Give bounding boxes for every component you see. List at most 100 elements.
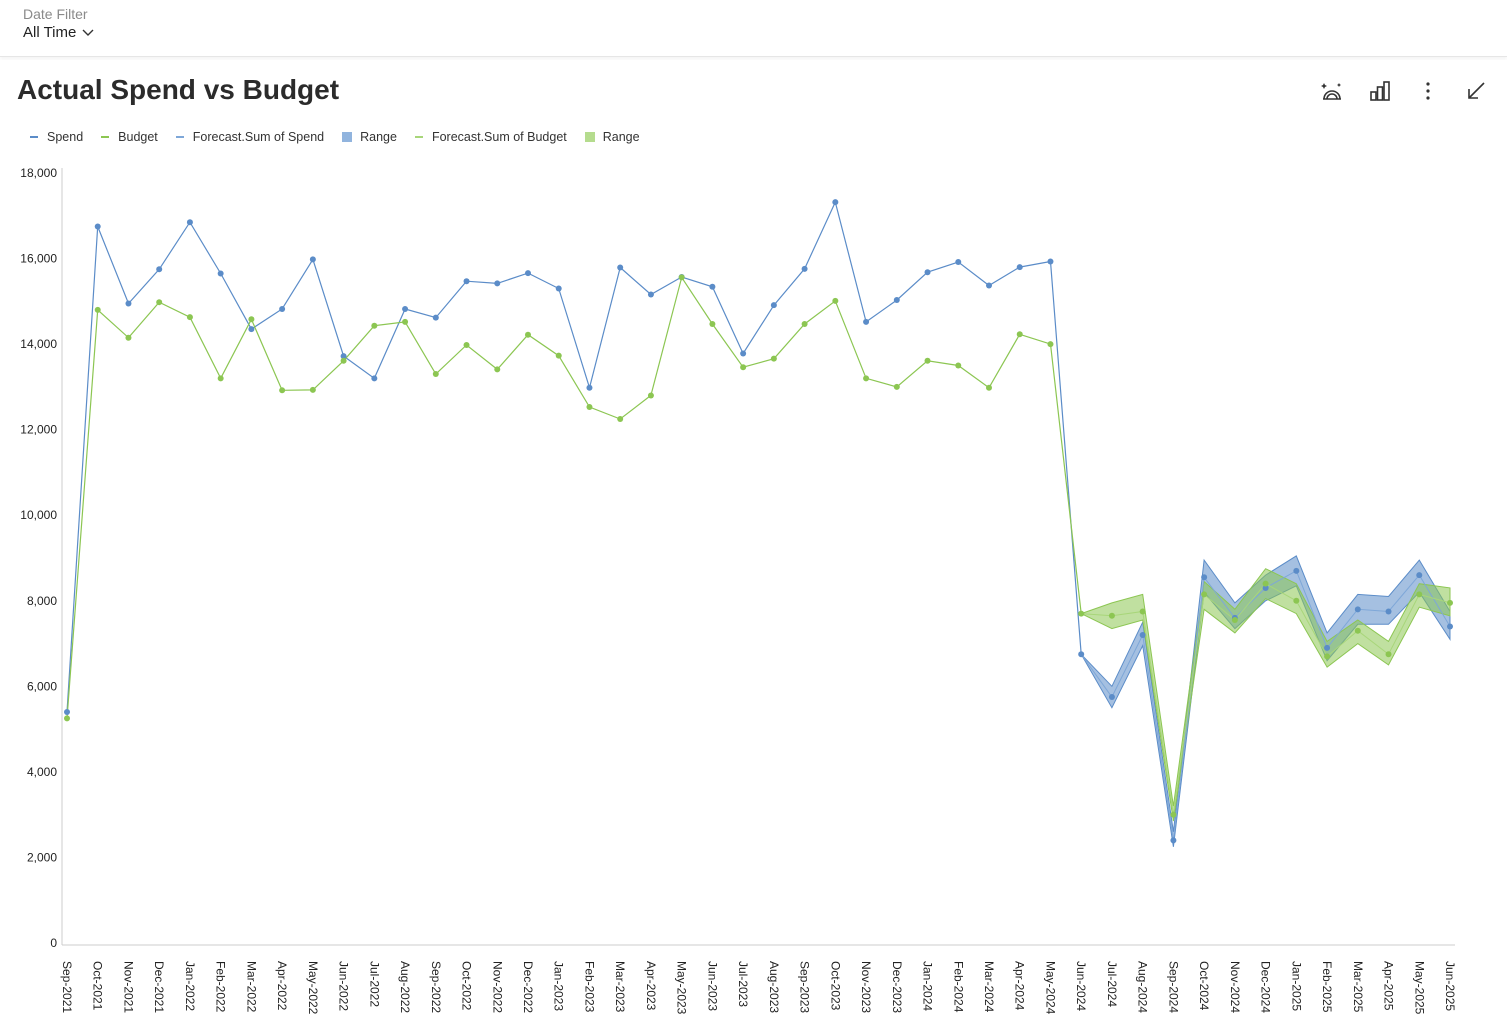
x-tick-label: Aug-2023 — [767, 961, 781, 1013]
x-tick-label: Nov-2022 — [490, 961, 504, 1013]
legend-item[interactable]: Range — [342, 130, 397, 144]
x-tick-label: Dec-2022 — [521, 961, 535, 1013]
date-filter-bar: Date Filter All Time — [0, 0, 1507, 57]
y-tick-label: 10,000 — [20, 508, 57, 522]
forecast-spend-point — [1201, 574, 1208, 581]
x-tick-label: Jan-2022 — [183, 961, 197, 1011]
budget-point — [217, 375, 224, 382]
x-tick-label: Jun-2024 — [1074, 961, 1088, 1011]
x-tick-label: Oct-2022 — [460, 961, 474, 1011]
budget-point — [617, 415, 624, 422]
legend-label: Spend — [47, 130, 84, 144]
forecast-budget-point — [1324, 653, 1331, 660]
budget-point — [986, 384, 992, 391]
budget-point — [1047, 341, 1054, 348]
y-tick-label: 12,000 — [20, 423, 57, 437]
forecast-spend-point — [1447, 623, 1453, 630]
budget-point — [432, 371, 439, 378]
budget-point — [279, 387, 286, 394]
budget-point — [801, 321, 808, 328]
x-tick-label: Dec-2023 — [890, 961, 904, 1013]
spend-point — [770, 302, 777, 309]
legend-item[interactable]: Spend — [30, 130, 83, 144]
forecast-budget-point — [1078, 610, 1085, 617]
x-tick-label: Feb-2024 — [951, 961, 965, 1013]
chart-legend: Spend Budget Forecast.Sum of Spend Range For… — [30, 130, 658, 144]
budget-point — [463, 341, 470, 348]
spend-point — [217, 270, 224, 277]
budget-point — [678, 274, 685, 281]
line-chart: 0 2,000 4,000 6,000 8,000 10,000 12,000 14,000 1… — [20, 166, 1457, 1015]
forecast-spend-point — [1108, 694, 1115, 701]
forecast-budget-point — [1354, 627, 1361, 634]
y-tick-label: 14,000 — [20, 337, 57, 351]
chart-type-button[interactable] — [1367, 76, 1393, 106]
minimize-button[interactable] — [1463, 76, 1489, 106]
spend-point — [924, 269, 931, 276]
spend-point — [1047, 258, 1054, 265]
forecast-budget-point — [1170, 811, 1177, 818]
x-tick-label: Oct-2023 — [828, 961, 842, 1011]
spend-point — [832, 199, 839, 206]
budget-point — [586, 403, 593, 410]
budget-point — [494, 366, 501, 373]
y-tick-label: 6,000 — [27, 679, 57, 693]
legend-swatch — [30, 136, 38, 138]
legend-item[interactable]: Forecast.Sum of Budget — [414, 130, 567, 144]
budget-point — [1016, 331, 1023, 338]
date-filter-dropdown[interactable]: All Time — [23, 24, 94, 41]
x-tick-label: Sep-2022 — [429, 961, 443, 1013]
legend-item[interactable]: Budget — [101, 130, 158, 144]
budget-point — [402, 318, 409, 325]
chart-title: Actual Spend vs Budget — [17, 74, 340, 105]
budget-point — [709, 321, 716, 328]
legend-label: Forecast.Sum of Spend — [192, 130, 325, 144]
spend-point — [64, 709, 70, 715]
x-tick-label: Apr-2024 — [1013, 961, 1027, 1011]
forecast-button[interactable] — [1319, 76, 1345, 106]
x-tick-label: Mar-2023 — [613, 961, 627, 1013]
budget-point — [125, 334, 132, 341]
more-options-button[interactable] — [1415, 76, 1441, 106]
x-tick-label: Feb-2022 — [214, 961, 228, 1013]
spend-point — [248, 326, 255, 333]
x-tick-label: Jul-2022 — [367, 961, 381, 1007]
forecast-budget-point — [1416, 591, 1423, 598]
forecast-budget-point — [1231, 617, 1238, 624]
spend-point — [586, 384, 593, 391]
spend-point — [955, 258, 962, 265]
spend-point — [340, 353, 347, 360]
budget-point — [186, 314, 193, 321]
y-tick-label: 16,000 — [20, 252, 57, 266]
x-tick-label: Jun-2025 — [1443, 961, 1457, 1011]
x-tick-label: Oct-2021 — [91, 961, 105, 1011]
budget-point — [832, 297, 839, 304]
spend-point — [371, 375, 378, 382]
spend-point — [494, 280, 501, 287]
forecast-spend-point — [1170, 837, 1177, 844]
budget-point — [893, 383, 900, 390]
x-tick-label: Mar-2025 — [1351, 961, 1365, 1013]
forecast-spend-point — [1139, 632, 1146, 638]
forecast-budget-point — [1447, 599, 1453, 606]
legend-swatch — [584, 132, 595, 142]
forecast-spend-point — [1293, 567, 1300, 574]
forecast-spend-point — [1078, 651, 1085, 658]
budget-point — [924, 357, 931, 364]
budget-point — [248, 316, 255, 323]
x-tick-label: Feb-2025 — [1320, 961, 1334, 1013]
x-tick-label: Nov-2024 — [1228, 961, 1242, 1013]
x-tick-label: Mar-2022 — [244, 961, 258, 1013]
x-tick-label: Jul-2023 — [736, 961, 750, 1007]
y-tick-label: 8,000 — [27, 594, 57, 608]
legend-label: Range — [602, 130, 640, 144]
spend-point — [555, 285, 562, 292]
x-tick-label: Nov-2021 — [121, 961, 135, 1013]
budget-point — [156, 299, 163, 306]
spend-point — [863, 318, 870, 325]
legend-item[interactable]: Forecast.Sum of Spend — [175, 130, 325, 144]
x-tick-label: Dec-2021 — [152, 961, 166, 1013]
legend-item[interactable]: Range — [584, 130, 640, 144]
x-tick-label: Apr-2023 — [644, 961, 658, 1011]
date-filter-value: All Time — [23, 24, 77, 41]
